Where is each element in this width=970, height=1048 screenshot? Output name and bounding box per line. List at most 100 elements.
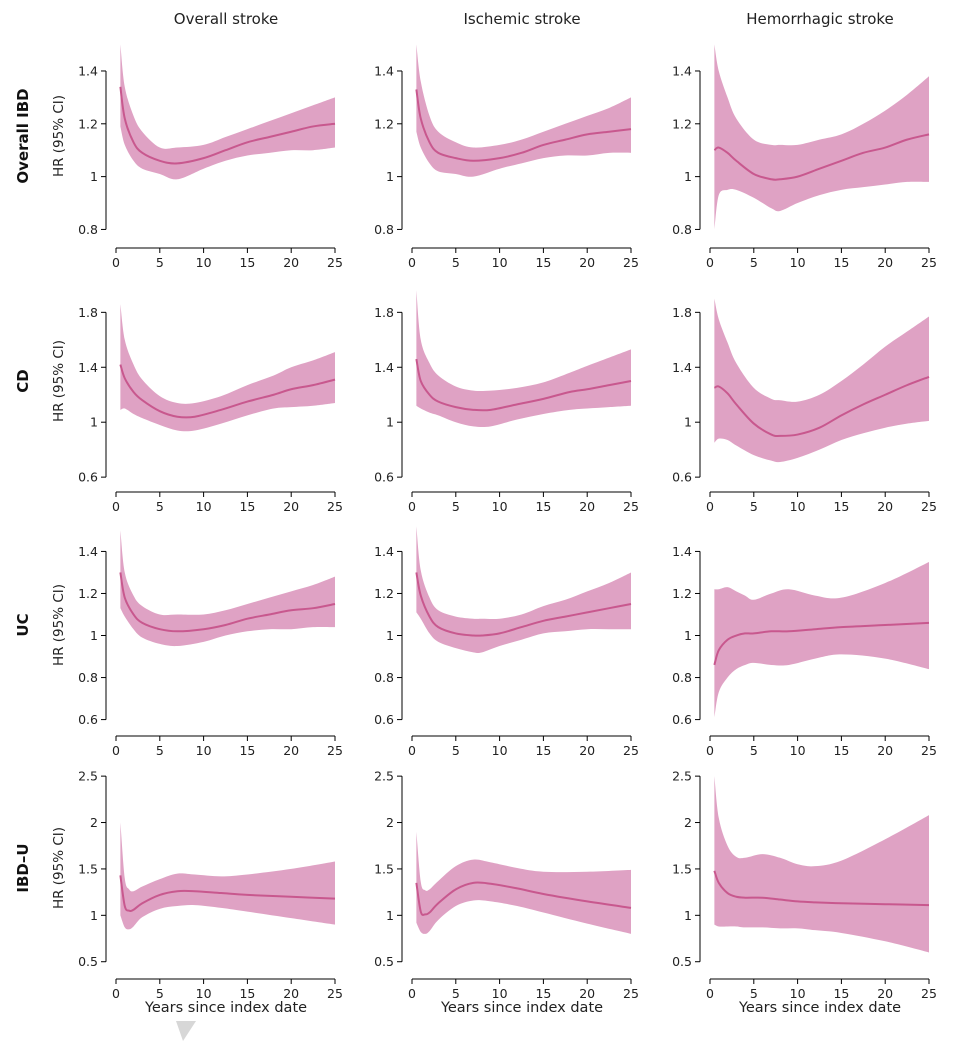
hr-line xyxy=(415,358,632,412)
x-tick-label: 0 xyxy=(706,743,714,758)
confidence-band xyxy=(120,44,335,180)
y-tick-label: 1.2 xyxy=(672,116,692,131)
y-tick-label: 0.8 xyxy=(374,222,394,237)
confidence-band xyxy=(714,561,929,718)
x-tick-label: 0 xyxy=(112,255,120,270)
y-tick-label: 1 xyxy=(90,908,98,923)
hr-line xyxy=(119,364,336,419)
x-tick-label: 5 xyxy=(750,986,758,1001)
x-tick-label: 5 xyxy=(452,255,460,270)
x-tick-label: 10 xyxy=(196,743,212,758)
x-tick-label: 10 xyxy=(196,255,212,270)
x-tick-label: 10 xyxy=(492,743,508,758)
y-axis-label: HR (95% CI) xyxy=(51,95,67,177)
x-tick-label: 10 xyxy=(790,986,806,1001)
x-tick-label: 0 xyxy=(408,255,416,270)
x-tick-label: 15 xyxy=(239,743,255,758)
hr-line xyxy=(119,875,336,912)
x-tick-label: 15 xyxy=(239,499,255,514)
x-tick-label: 5 xyxy=(156,255,164,270)
x-tick-label: 0 xyxy=(706,255,714,270)
y-tick-label: 1.4 xyxy=(78,63,98,78)
y-tick-label: 1 xyxy=(684,169,692,184)
x-tick-label: 0 xyxy=(408,499,416,514)
y-tick-label: 1.4 xyxy=(672,63,692,78)
hr-line xyxy=(713,621,930,666)
confidence-band xyxy=(120,530,335,647)
x-tick-label: 20 xyxy=(579,743,595,758)
x-tick-label: 10 xyxy=(790,499,806,514)
hr-line xyxy=(713,870,930,907)
x-tick-label: 25 xyxy=(921,255,937,270)
x-tick-label: 0 xyxy=(112,743,120,758)
column-title-ischemic-stroke: Ischemic stroke xyxy=(463,10,580,28)
y-tick-label: 1 xyxy=(386,415,394,430)
hr-line xyxy=(119,86,336,165)
y-tick-label: 0.6 xyxy=(374,712,394,727)
x-tick-label: 25 xyxy=(623,743,639,758)
y-tick-label: 0.8 xyxy=(78,670,98,685)
y-tick-label: 1.2 xyxy=(78,586,98,601)
x-tick-label: 10 xyxy=(492,255,508,270)
x-tick-label: 25 xyxy=(327,743,343,758)
y-tick-label: 0.6 xyxy=(78,712,98,727)
x-tick-label: 25 xyxy=(921,743,937,758)
y-tick-label: 2 xyxy=(90,815,98,830)
y-tick-label: 1.4 xyxy=(672,544,692,559)
y-tick-label: 1 xyxy=(684,415,692,430)
y-tick-label: 0.5 xyxy=(374,954,394,969)
x-tick-label: 20 xyxy=(579,255,595,270)
y-tick-label: 1.2 xyxy=(374,586,394,601)
panel-ibd-u-overall-stroke: 0.5 1 1.5 2 2.5 0 5 10 15 20 25 xyxy=(78,769,343,1001)
row-title-cd: CD xyxy=(14,369,32,392)
x-tick-label: 5 xyxy=(156,986,164,1001)
x-tick-label: 5 xyxy=(452,743,460,758)
y-tick-label: 1 xyxy=(684,628,692,643)
x-tick-label: 15 xyxy=(833,499,849,514)
x-tick-label: 0 xyxy=(112,499,120,514)
x-tick-label: 10 xyxy=(790,743,806,758)
panel-overall-ibd-ischemic-stroke: 0.8 1 1.2 1.4 0 5 10 15 20 25 xyxy=(374,44,639,270)
x-tick-label: 20 xyxy=(579,986,595,1001)
x-tick-label: 20 xyxy=(877,255,893,270)
x-tick-label: 20 xyxy=(877,986,893,1001)
x-axis-label: Years since index date xyxy=(144,1000,307,1016)
x-tick-label: 10 xyxy=(492,499,508,514)
y-tick-label: 1 xyxy=(386,169,394,184)
x-tick-label: 5 xyxy=(750,499,758,514)
panel-cd-ischemic-stroke: 0.6 1 1.4 1.8 0 5 10 15 20 25 xyxy=(374,290,639,514)
x-tick-label: 15 xyxy=(833,743,849,758)
panel-grid: 0.811.21.40 5 10 15 20 250.811.21.40 5 10 15 20 25… xyxy=(78,44,937,1001)
x-tick-label: 5 xyxy=(750,255,758,270)
y-tick-label: 0.8 xyxy=(78,222,98,237)
y-tick-label: 1.8 xyxy=(672,305,692,320)
y-tick-label: 1.4 xyxy=(374,544,394,559)
x-axis-label: Years since index date xyxy=(440,1000,603,1016)
y-tick-label: 1 xyxy=(386,908,394,923)
column-title-overall-stroke: Overall stroke xyxy=(174,10,278,28)
y-tick-label: 1.4 xyxy=(78,544,98,559)
x-tick-label: 25 xyxy=(623,499,639,514)
x-tick-label: 15 xyxy=(833,255,849,270)
y-tick-label: 1.2 xyxy=(78,116,98,131)
y-tick-label: 1.8 xyxy=(374,305,394,320)
panel-cd-hemorrhagic-stroke: 0.6 1 1.4 1.8 0 5 10 15 20 25 xyxy=(672,298,937,514)
x-tick-label: 5 xyxy=(750,743,758,758)
x-tick-label: 25 xyxy=(623,986,639,1001)
panel-uc-ischemic-stroke: 0.6 0.8 1 1.2 1.4 0 5 10 15 20 25 xyxy=(374,526,639,758)
x-tick-label: 20 xyxy=(283,499,299,514)
x-tick-label: 0 xyxy=(706,986,714,1001)
panel-uc-overall-stroke: 0.6 0.8 1 1.2 1.4 0 5 10 15 20 25 xyxy=(78,530,343,758)
y-tick-label: 1.2 xyxy=(374,116,394,131)
hr-line xyxy=(713,375,930,438)
x-tick-label: 15 xyxy=(239,986,255,1001)
confidence-band xyxy=(416,831,631,934)
x-tick-label: 0 xyxy=(706,499,714,514)
panel-ibd-u-ischemic-stroke: 0.5 1 1.5 2 2.5 0 5 10 15 20 25 xyxy=(374,769,639,1001)
y-tick-label: 2 xyxy=(386,815,394,830)
y-tick-label: 1 xyxy=(90,169,98,184)
x-tick-label: 10 xyxy=(492,986,508,1001)
y-axis-label: HR (95% CI) xyxy=(51,584,67,666)
y-tick-label: 0.6 xyxy=(672,712,692,727)
